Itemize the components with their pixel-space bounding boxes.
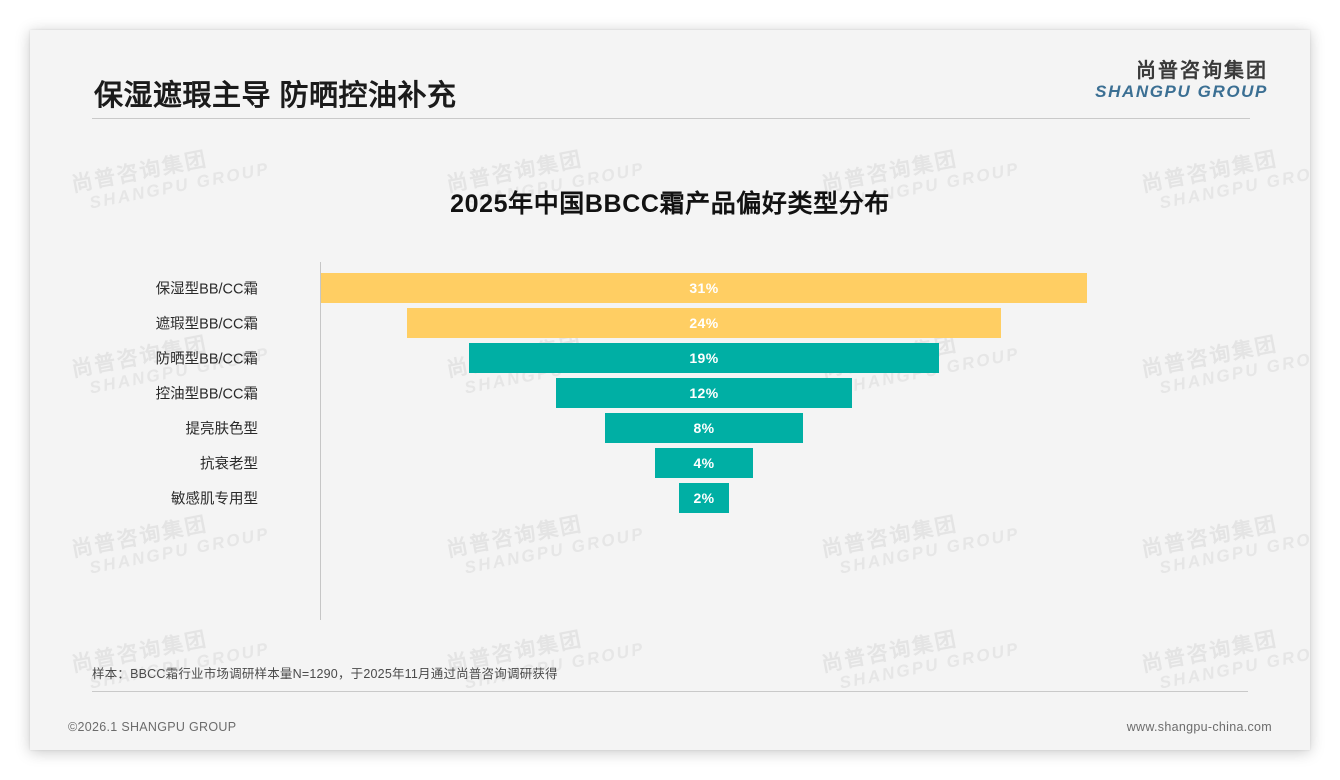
chart-category-label: 提亮肤色型 [185, 421, 259, 437]
chart-category-label: 遮瑕型BB/CC霜 [155, 316, 258, 332]
chart-bar[interactable]: 19% [469, 343, 939, 373]
chart-bar[interactable]: 2% [679, 483, 729, 513]
chart-bar-value: 8% [693, 420, 715, 436]
chart-bar-row: 敏感肌专用型 2% [30, 480, 1310, 515]
chart-bar-row: 防晒型BB/CC霜 19% [30, 340, 1310, 375]
slide-footer: ©2026.1 SHANGPU GROUP www.shangpu-china.… [30, 720, 1310, 734]
chart-category-label: 防晒型BB/CC霜 [155, 351, 258, 367]
chart-bar-track: 19% [321, 340, 1310, 375]
chart-bar-row: 保湿型BB/CC霜 31% [30, 270, 1310, 305]
chart-bar-value: 2% [693, 490, 715, 506]
chart-bar-row: 遮瑕型BB/CC霜 24% [30, 305, 1310, 340]
chart-bar-value: 19% [689, 350, 719, 366]
sample-footnote: 样本：BBCC霜行业市场调研样本量N=1290，于2025年11月通过尚普咨询调… [92, 663, 1248, 692]
chart-bar[interactable]: 8% [605, 413, 803, 443]
chart-category-label: 保湿型BB/CC霜 [155, 281, 258, 297]
chart-title: 2025年中国BBCC霜产品偏好类型分布 [450, 190, 890, 218]
chart-bar-value: 12% [689, 385, 719, 401]
chart-category-label: 控油型BB/CC霜 [155, 386, 258, 402]
brand-logo-cn: 尚普咨询集团 [1136, 60, 1268, 82]
header-divider [92, 118, 1250, 119]
chart-bar[interactable]: 4% [654, 448, 754, 478]
chart-category-label: 敏感肌专用型 [171, 491, 258, 507]
website-link[interactable]: www.shangpu-china.com [1126, 720, 1272, 734]
chart-plot-area: 保湿型BB/CC霜 31% 遮瑕型BB/CC霜 24% 防晒型BB/CC霜 19% 控油型B… [30, 262, 1310, 640]
chart-bar-track: 24% [321, 305, 1310, 340]
chart-bar-value: 4% [693, 455, 715, 471]
chart-bar-track: 2% [321, 480, 1310, 515]
slide-card: 尚普咨询集团 SHANGPU GROUP 尚普咨询集团 SHANGPU GROUP 尚普… [30, 30, 1310, 750]
chart-bar-track: 31% [321, 270, 1310, 305]
chart-bar-row: 提亮肤色型 8% [30, 410, 1310, 445]
chart-category-label: 抗衰老型 [200, 456, 258, 472]
chart-bar-track: 12% [321, 375, 1310, 410]
chart-bar[interactable]: 24% [407, 308, 1001, 338]
chart-axis-line [320, 262, 321, 620]
chart-bar-track: 8% [321, 410, 1310, 445]
slide-header: 保湿遮瑕主导 防晒控油补充 尚普咨询集团 SHANGPU GROUP [30, 30, 1310, 122]
chart-bar-row: 控油型BB/CC霜 12% [30, 375, 1310, 410]
page-title: 保湿遮瑕主导 防晒控油补充 [94, 80, 457, 112]
chart-bar-row: 抗衰老型 4% [30, 445, 1310, 480]
chart-bar[interactable]: 12% [555, 378, 853, 408]
chart-bar-value: 24% [689, 315, 719, 331]
footnote-wrapper: 样本：BBCC霜行业市场调研样本量N=1290，于2025年11月通过尚普咨询调… [30, 663, 1310, 692]
chart-container: 2025年中国BBCC霜产品偏好类型分布 保湿型BB/CC霜 31% 遮瑕型BB/C… [30, 122, 1310, 667]
chart-bar-value: 31% [689, 280, 719, 296]
chart-bar-track: 4% [321, 445, 1310, 480]
brand-logo-en: SHANGPU GROUP [1095, 82, 1268, 102]
brand-logo: 尚普咨询集团 SHANGPU GROUP [1095, 60, 1268, 101]
chart-bar[interactable]: 31% [321, 273, 1087, 303]
copyright-text: ©2026.1 SHANGPU GROUP [68, 720, 237, 734]
